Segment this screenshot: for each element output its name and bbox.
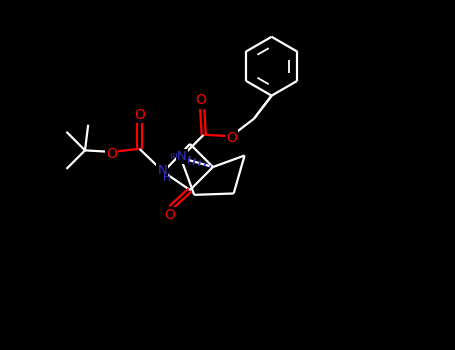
Text: ш: ш [169,151,177,160]
Text: O: O [164,208,175,222]
Text: O: O [106,147,116,161]
Text: O: O [196,93,207,107]
Text: H: H [162,173,170,183]
Text: N: N [157,164,167,177]
Text: O: O [134,107,145,121]
Text: O: O [227,131,238,145]
Text: N: N [177,150,187,163]
